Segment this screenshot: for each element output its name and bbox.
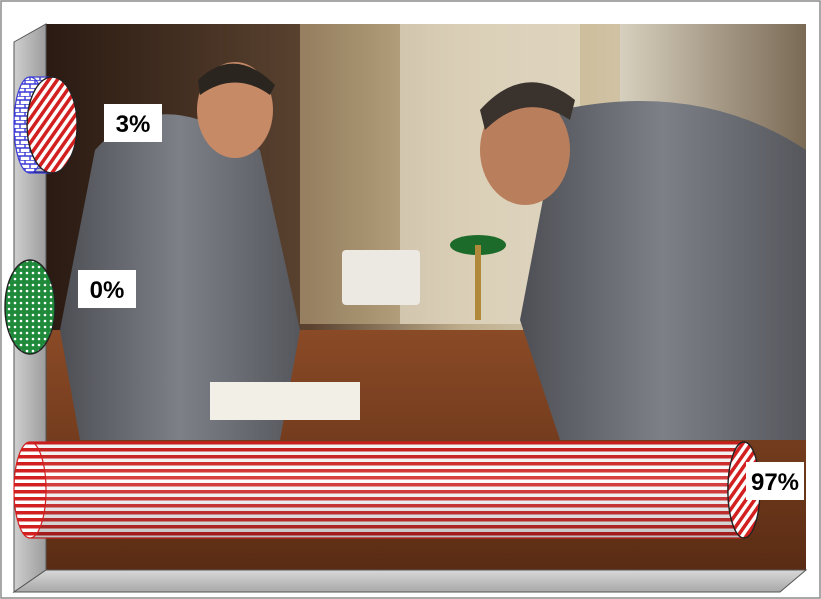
data-label-3-percent: 3% <box>104 104 162 142</box>
bar-97-percent <box>13 441 761 539</box>
svg-text:3%: 3% <box>116 111 151 138</box>
svg-text:0%: 0% <box>90 277 125 304</box>
data-labels-layer: 3% 0% 97% <box>78 104 804 500</box>
bar-3-percent <box>13 76 78 174</box>
svg-text:97%: 97% <box>751 469 799 496</box>
bars-layer <box>4 76 761 539</box>
data-label-0-percent: 0% <box>78 270 136 308</box>
chart-floor <box>12 569 808 593</box>
bar-0-percent <box>4 259 56 355</box>
data-label-97-percent: 97% <box>746 462 804 500</box>
